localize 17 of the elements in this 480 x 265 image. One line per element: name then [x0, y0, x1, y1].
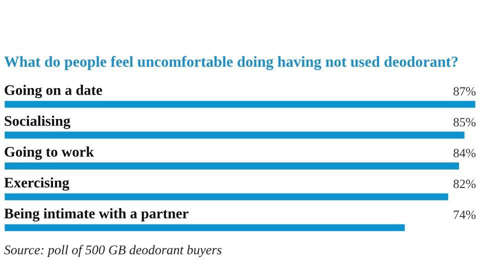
data-label: 82% — [454, 180, 476, 188]
bar — [4, 161, 460, 171]
y-tick-label: Being intimate with a partner — [4, 208, 188, 222]
y-tick-label: Going on a date — [4, 84, 102, 98]
bar — [4, 130, 466, 140]
bar — [4, 222, 406, 233]
data-label: 74% — [454, 210, 476, 219]
bar — [4, 192, 450, 202]
data-label: 84% — [454, 148, 476, 158]
chart-title: What do people feel uncomfortable doing having not used deodorant? — [4, 56, 458, 70]
bar — [4, 99, 476, 110]
data-label: 87% — [454, 87, 476, 96]
data-label: 85% — [454, 118, 476, 126]
y-tick-label: Going to work — [4, 146, 94, 160]
y-tick-label: Socialising — [4, 116, 70, 129]
y-tick-label: Exercising — [4, 177, 70, 191]
source-note: Source: poll of 500 GB deodorant buyers — [4, 244, 222, 258]
